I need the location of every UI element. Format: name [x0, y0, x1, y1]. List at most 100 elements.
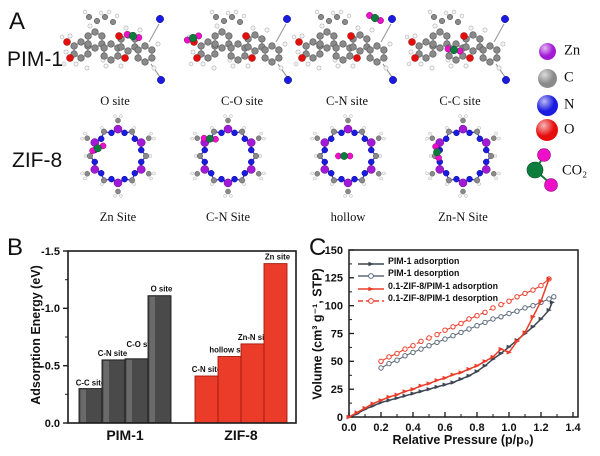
hydrogen-atom	[477, 182, 481, 186]
hydrogen-atom	[379, 176, 383, 181]
nitrogen-atom	[453, 129, 460, 137]
carbon-atom	[275, 54, 283, 62]
nitrogen-atom	[483, 158, 490, 166]
hydrogen-atom	[295, 49, 301, 55]
hydrogen-atom	[193, 154, 198, 158]
nitrogen-atom	[466, 175, 473, 183]
hydrogen-atom	[83, 176, 87, 181]
bar-value-label: C-O site	[127, 340, 158, 349]
open-circle-marker	[386, 354, 392, 360]
hydrogen-atom	[262, 136, 266, 141]
hydrogen-atom	[258, 154, 263, 158]
hydrogen-atom	[282, 41, 288, 47]
hydrogen-atom	[313, 176, 317, 181]
open-circle-marker	[506, 310, 512, 317]
panel-c-x-axis-label: Relative Pressure (p/p₀)	[392, 433, 534, 447]
carbon-atom	[84, 50, 92, 58]
molecule-site-label: O site	[100, 94, 130, 108]
carbon-atom	[204, 38, 212, 46]
atom-legend-label: CO₂	[562, 162, 588, 179]
co2-carbon-atom	[188, 33, 198, 43]
zinc-atom	[246, 138, 256, 147]
hydrogen-atom	[190, 136, 194, 141]
open-circle-marker	[514, 294, 520, 300]
hydrogen-atom	[152, 136, 156, 141]
nitrogen-atom	[97, 135, 105, 143]
filled-triangle-marker	[394, 395, 400, 401]
nitrogen-atom	[218, 129, 225, 137]
nitrogen-atom	[131, 135, 139, 143]
methyl-carbon-atom	[429, 135, 435, 141]
open-circle-marker	[426, 335, 432, 341]
bar-value-label: C-N site	[192, 365, 222, 374]
methyl-carbon-atom	[225, 188, 231, 195]
nitrogen-atom	[327, 169, 335, 177]
methyl-carbon-atom	[460, 188, 466, 195]
nitrogen-atom	[442, 169, 450, 177]
molecule-zif8-znn-site	[413, 108, 513, 209]
hydrogen-atom	[464, 114, 468, 118]
carbon-atom	[316, 152, 323, 160]
y-tick-label: 25	[331, 384, 343, 396]
hydrogen-atom	[459, 13, 465, 19]
line-chart-legend: PIM-1 adsorption PIM-1 desorption 0.1-ZI…	[358, 256, 498, 306]
filled-triangle-marker	[506, 350, 512, 355]
hydrogen-atom	[209, 9, 215, 15]
hydrogen-atom	[299, 33, 305, 39]
hydrogen-atom	[193, 131, 197, 136]
carbon-atom	[77, 54, 85, 62]
hydrogen-atom	[477, 126, 481, 130]
open-circle-marker	[394, 350, 400, 357]
nitrogen-atom	[327, 135, 335, 143]
filled-triangle-marker	[530, 324, 536, 329]
nitrile-bond	[495, 63, 506, 78]
hydrogen-atom	[406, 61, 412, 67]
hydrogen-atom	[259, 131, 263, 136]
hydrogen-atom	[314, 9, 320, 15]
carbon-atom	[330, 177, 338, 184]
open-circle-marker	[410, 343, 416, 349]
molecule-figure-zif8-cn-site: C-N Site	[178, 108, 278, 225]
molecule-pim1-cn-site	[289, 6, 405, 93]
x-tick-label: 0.8	[469, 422, 484, 434]
zinc-atom	[458, 124, 468, 134]
hydrogen-atom	[245, 63, 251, 69]
bar-Zn-site	[263, 263, 288, 424]
oxygen-atom	[353, 54, 361, 62]
zinc-atom	[90, 165, 100, 174]
y-tick-label: -1.0	[41, 303, 60, 315]
open-circle-marker	[490, 305, 496, 311]
carbon-atom	[358, 128, 366, 135]
molecule-pim1-co-site	[183, 6, 300, 93]
x-tick-label: 0.4	[405, 422, 421, 434]
carbon-atom	[211, 50, 219, 58]
nitrogen-atom	[248, 146, 255, 154]
carbon-atom	[373, 58, 381, 66]
plot-border	[348, 249, 579, 418]
filled-triangle-marker	[498, 346, 504, 352]
legend-sample-svg	[358, 298, 384, 305]
methyl-carbon-atom	[85, 14, 92, 21]
bond-layer	[89, 128, 147, 184]
carbon-atom	[268, 42, 276, 50]
nitrile-bond	[275, 23, 287, 43]
filled-triangle-marker	[450, 372, 456, 377]
carbon-atom	[100, 128, 108, 135]
nitrogen-atom	[131, 169, 139, 177]
hydrogen-atom	[100, 182, 104, 186]
y-tick-label: 150	[325, 245, 343, 257]
bar-C-N-site	[194, 375, 219, 424]
hydrogen-atom	[458, 114, 462, 118]
carbon-atom	[323, 28, 331, 36]
zinc-atom	[481, 165, 491, 174]
oxygen-atom	[408, 38, 416, 46]
filled-triangle-marker	[346, 414, 352, 420]
carbon-atom	[309, 54, 317, 62]
open-circle-marker	[530, 287, 536, 293]
carbon-atom	[77, 38, 85, 46]
hydrogen-atom	[425, 136, 429, 141]
y-tick-label: 50	[331, 356, 343, 368]
carbon-atom	[330, 128, 338, 135]
methyl-carbon-atom	[446, 14, 453, 21]
